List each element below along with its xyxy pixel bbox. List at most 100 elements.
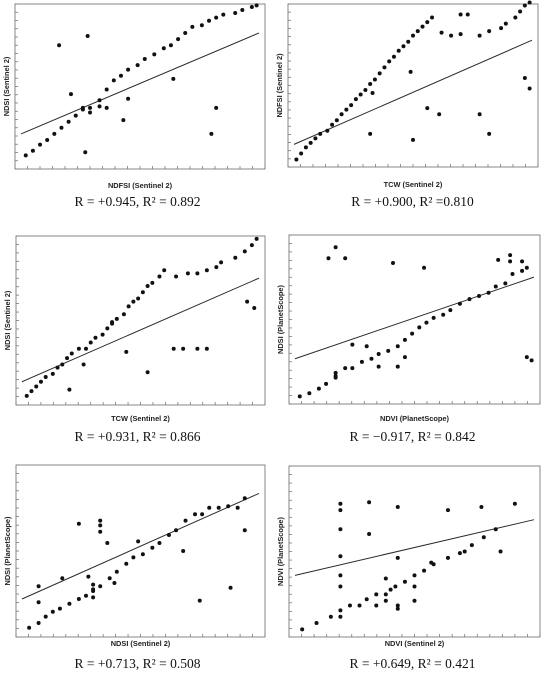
data-point bbox=[76, 597, 81, 601]
data-point bbox=[299, 151, 304, 156]
data-point bbox=[86, 574, 91, 579]
data-point bbox=[430, 15, 435, 20]
y-axis-label: NDFSI (Sentinel 2) bbox=[275, 53, 284, 118]
data-point bbox=[23, 153, 28, 158]
data-point bbox=[50, 609, 55, 614]
plot-frame bbox=[15, 235, 266, 406]
data-point bbox=[118, 73, 123, 78]
data-point bbox=[174, 274, 179, 279]
data-point bbox=[111, 78, 116, 83]
data-point bbox=[126, 67, 131, 72]
data-point bbox=[83, 593, 88, 598]
data-point bbox=[508, 259, 513, 264]
data-point bbox=[254, 236, 259, 241]
data-point bbox=[30, 148, 35, 153]
data-point bbox=[131, 555, 136, 560]
data-point bbox=[395, 555, 400, 560]
scatter-plot-3: NDSI (Sentinel 2) TCW (Sentinel 2) bbox=[3, 235, 266, 423]
data-point bbox=[425, 106, 430, 111]
data-point bbox=[387, 59, 392, 64]
data-point bbox=[377, 71, 382, 76]
data-point bbox=[524, 355, 529, 360]
regression-line bbox=[293, 39, 533, 145]
data-point bbox=[330, 122, 335, 127]
data-point bbox=[324, 381, 329, 386]
data-point bbox=[333, 374, 338, 379]
data-point bbox=[368, 81, 373, 86]
data-point bbox=[481, 535, 486, 540]
data-point bbox=[395, 603, 400, 608]
data-point bbox=[383, 576, 388, 581]
data-point bbox=[105, 326, 110, 331]
data-point bbox=[487, 29, 492, 34]
data-point bbox=[391, 54, 396, 59]
x-axis-label: NDVI (Sentinel 2) bbox=[385, 639, 445, 648]
data-point bbox=[242, 496, 247, 501]
data-point bbox=[350, 342, 355, 347]
data-point bbox=[105, 541, 110, 545]
data-point bbox=[479, 504, 484, 509]
data-point bbox=[98, 518, 103, 523]
data-point bbox=[417, 325, 422, 330]
data-point bbox=[57, 606, 62, 611]
data-point bbox=[104, 105, 109, 110]
data-point bbox=[168, 43, 173, 48]
data-point bbox=[412, 573, 417, 578]
data-point bbox=[171, 76, 176, 81]
data-point bbox=[520, 259, 525, 264]
data-point bbox=[338, 508, 343, 513]
data-point bbox=[477, 33, 482, 38]
data-point bbox=[422, 265, 427, 270]
scatter-plot-6: NDVI (PlanetScope) NDVI (Sentinel 2) bbox=[276, 465, 541, 648]
data-point bbox=[388, 587, 393, 592]
data-point bbox=[503, 281, 508, 286]
data-point bbox=[382, 65, 387, 70]
scatter-plot-4: NDSI (PlanetScope) NDVI (PlanetScope) bbox=[276, 234, 541, 423]
data-point bbox=[76, 346, 81, 351]
data-point bbox=[140, 552, 145, 557]
x-axis-label: TCW (Sentinel 2) bbox=[111, 414, 170, 423]
data-point bbox=[38, 142, 43, 147]
data-point bbox=[425, 20, 430, 25]
plot-frame bbox=[14, 3, 266, 170]
data-point bbox=[411, 137, 415, 142]
data-point bbox=[98, 584, 103, 589]
data-point bbox=[308, 140, 313, 145]
data-point bbox=[376, 352, 381, 357]
data-point bbox=[100, 332, 105, 337]
data-point bbox=[60, 362, 65, 367]
data-point bbox=[73, 113, 78, 118]
data-point bbox=[216, 505, 221, 510]
data-point bbox=[395, 344, 400, 349]
data-point bbox=[98, 529, 103, 534]
data-point bbox=[59, 125, 64, 130]
data-point bbox=[57, 43, 62, 48]
data-point bbox=[171, 346, 176, 351]
data-point bbox=[402, 579, 407, 584]
data-point bbox=[93, 335, 98, 340]
chart-panel-1: NDSI (Sentinel 2) NDFSI (Sentinel 2) R = … bbox=[0, 0, 275, 225]
data-point bbox=[364, 344, 369, 349]
data-point bbox=[343, 366, 348, 371]
data-point bbox=[318, 131, 323, 136]
data-point bbox=[343, 256, 348, 261]
data-point bbox=[465, 12, 470, 17]
data-point bbox=[145, 283, 150, 288]
data-point bbox=[313, 136, 318, 141]
data-point bbox=[183, 518, 188, 523]
data-point bbox=[420, 24, 425, 29]
data-point bbox=[254, 3, 259, 8]
data-point bbox=[393, 584, 398, 589]
chart-panel-2: NDFSI (Sentinel 2) TCW (Sentinel 2) R = +… bbox=[275, 0, 550, 225]
data-point bbox=[67, 387, 72, 392]
data-point bbox=[338, 584, 343, 589]
data-point bbox=[363, 88, 368, 93]
data-point bbox=[242, 528, 247, 533]
y-axis-label: NDSI (Sentinel 2) bbox=[2, 56, 11, 116]
data-point bbox=[396, 48, 401, 53]
data-point bbox=[347, 603, 352, 608]
data-point bbox=[183, 30, 188, 35]
data-point bbox=[226, 504, 231, 509]
data-point bbox=[126, 304, 131, 309]
data-point bbox=[520, 268, 525, 273]
